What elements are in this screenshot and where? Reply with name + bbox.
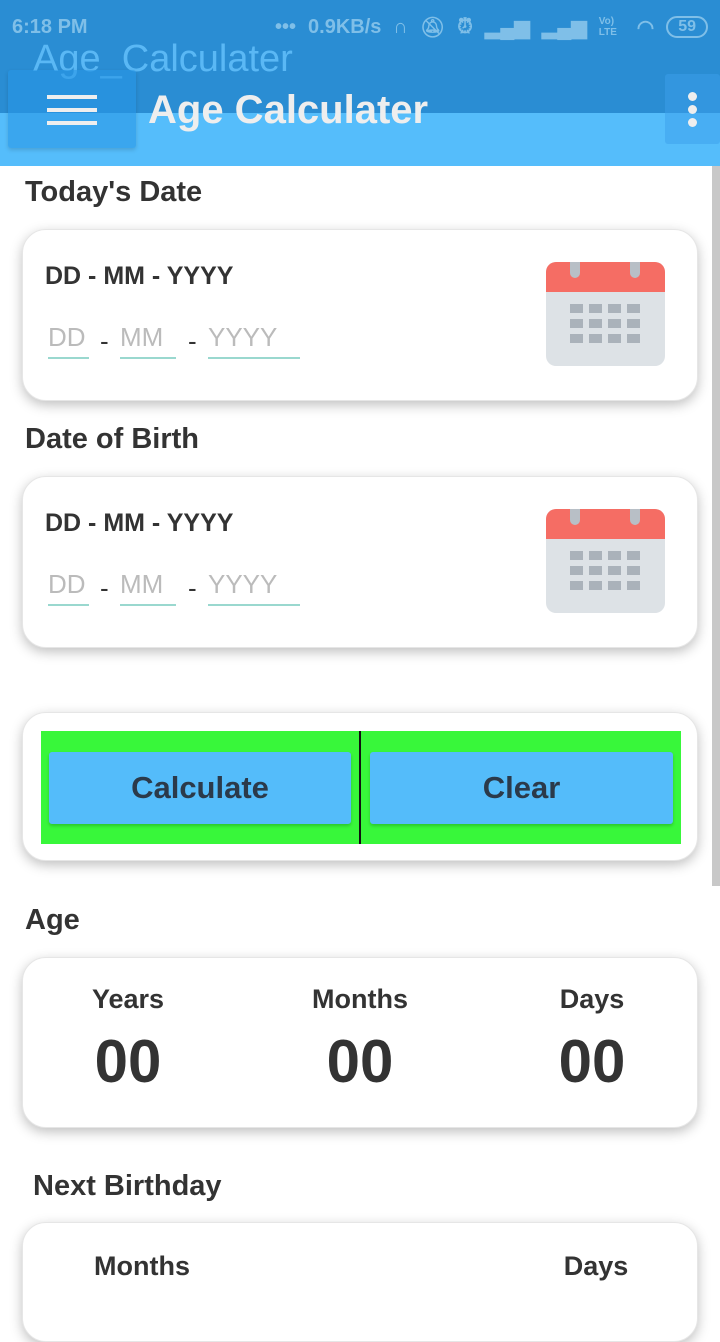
lte-icon: Vo) LTE xyxy=(598,16,617,38)
date-format: DD - MM - YYYY xyxy=(45,262,234,290)
calendar-icon[interactable] xyxy=(546,509,665,613)
dob-yyyy-input[interactable]: YYYY xyxy=(208,569,300,606)
years-label: Years xyxy=(91,984,165,1014)
clear-button[interactable]: Clear xyxy=(370,752,673,824)
days-label: Days xyxy=(559,984,625,1014)
signal-icon: ▂▄▆ xyxy=(484,16,530,39)
network-speed: 0.9KB/s xyxy=(308,15,382,38)
separator: - xyxy=(188,326,197,356)
status-time: 6:18 PM xyxy=(12,15,88,38)
age-card: Years 00 Months 00 Days 00 xyxy=(22,957,698,1128)
dob-label: Date of Birth xyxy=(25,423,199,455)
status-dots: ••• xyxy=(275,15,297,38)
age-label: Age xyxy=(25,904,80,936)
years-column: Years 00 xyxy=(28,984,228,1096)
mute-icon: 🔕︎ xyxy=(419,16,446,39)
separator: - xyxy=(188,573,197,603)
dob-card: DD - MM - YYYY DD - MM - YYYY xyxy=(22,476,698,648)
separator: - xyxy=(100,573,109,603)
alarm-icon: ⏰︎ xyxy=(457,15,473,38)
today-yyyy-input[interactable]: YYYY xyxy=(208,322,300,359)
divider xyxy=(359,731,361,844)
months-label: Months xyxy=(312,984,408,1014)
next-days-label: Days xyxy=(563,1251,629,1281)
scrollbar[interactable] xyxy=(712,166,720,886)
months-column: Months 00 xyxy=(260,984,460,1096)
todays-date-label: Today's Date xyxy=(25,176,203,208)
dob-dd-input[interactable]: DD xyxy=(48,569,89,606)
date-format: DD - MM - YYYY xyxy=(45,509,234,537)
days-value: 00 xyxy=(558,1028,626,1095)
battery-icon: 59 xyxy=(666,16,708,38)
calendar-icon[interactable] xyxy=(546,262,665,366)
page-title: Age Calculater xyxy=(148,88,429,132)
next-birthday-card: Months Days xyxy=(22,1222,698,1342)
actions-card: Calculate Clear xyxy=(22,712,698,861)
next-birthday-label: Next Birthday xyxy=(33,1170,222,1202)
months-value: 00 xyxy=(326,1028,394,1095)
headset-icon: ∩ xyxy=(393,15,408,38)
separator: - xyxy=(100,326,109,356)
days-column: Days 00 xyxy=(492,984,692,1096)
today-dd-input[interactable]: DD xyxy=(48,322,89,359)
status-bar: 6:18 PM ••• 0.9KB/s ∩ 🔕︎ ⏰︎ ▂▄▆ ▂▄▆ Vo) … xyxy=(12,12,708,42)
todays-date-card: DD - MM - YYYY DD - MM - YYYY xyxy=(22,229,698,401)
years-value: 00 xyxy=(94,1028,162,1095)
dob-mm-input[interactable]: MM xyxy=(120,569,176,606)
button-bar: Calculate Clear xyxy=(41,731,681,844)
signal-icon-2: ▂▄▆ xyxy=(541,16,587,39)
calculate-button[interactable]: Calculate xyxy=(49,752,351,824)
hamburger-icon[interactable] xyxy=(47,95,97,134)
more-options-icon[interactable] xyxy=(665,74,720,144)
today-mm-input[interactable]: MM xyxy=(120,322,176,359)
wifi-icon: ◠ xyxy=(636,16,655,39)
next-months-label: Months xyxy=(94,1251,190,1281)
